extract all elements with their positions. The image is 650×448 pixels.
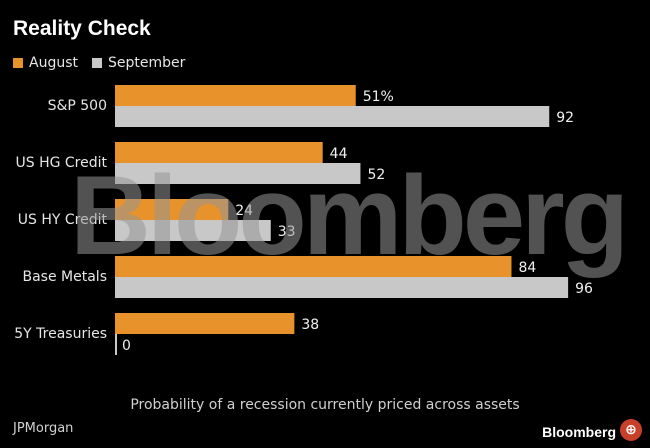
legend-label-august: August [29,55,78,71]
bar-august-base-metals [115,256,512,277]
legend-item-august: August [13,55,78,71]
bar-august-us-hy-credit [115,199,229,220]
brand-logo: Bloomberg [542,424,616,440]
category-label-base-metals: Base Metals [23,269,108,285]
data-label-august-5y-treasuries: 38 [301,317,319,333]
legend-swatch-september [92,58,102,68]
data-label-september-us-hy-credit: 33 [278,224,296,240]
data-label-september-base-metals: 96 [575,281,593,297]
category-label-s-p-500: S&P 500 [48,98,107,114]
bar-september-us-hg-credit [115,163,361,184]
data-label-september-5y-treasuries: 0 [122,338,131,354]
data-label-september-s-p-500: 92 [556,110,574,126]
bar-august-us-hg-credit [115,142,323,163]
data-label-august-us-hg-credit: 44 [330,146,348,162]
legend-label-september: September [108,55,186,71]
category-label-us-hg-credit: US HG Credit [15,155,107,171]
category-label-us-hy-credit: US HY Credit [18,212,108,228]
data-label-august-us-hy-credit: 24 [235,203,253,219]
chart-title: Reality Check [13,17,151,40]
zoom-in-icon[interactable]: ⊕ [620,419,642,441]
category-label-5y-treasuries: 5Y Treasuries [14,326,107,342]
data-label-september-us-hg-credit: 52 [367,167,385,183]
source-label: JPMorgan [13,421,74,436]
legend-item-september: September [92,55,185,71]
bar-september-us-hy-credit [115,220,271,241]
bar-september-s-p-500 [115,106,550,127]
chart-caption: Probability of a recession currently pri… [130,397,520,413]
bar-august-s-p-500 [115,85,356,106]
legend-swatch-august [13,58,23,68]
bar-september-base-metals [115,277,569,298]
data-label-august-s-p-500: 51% [363,89,394,105]
data-label-august-base-metals: 84 [518,260,536,276]
chart-legend: August September [13,55,199,71]
bar-august-5y-treasuries [115,313,295,334]
